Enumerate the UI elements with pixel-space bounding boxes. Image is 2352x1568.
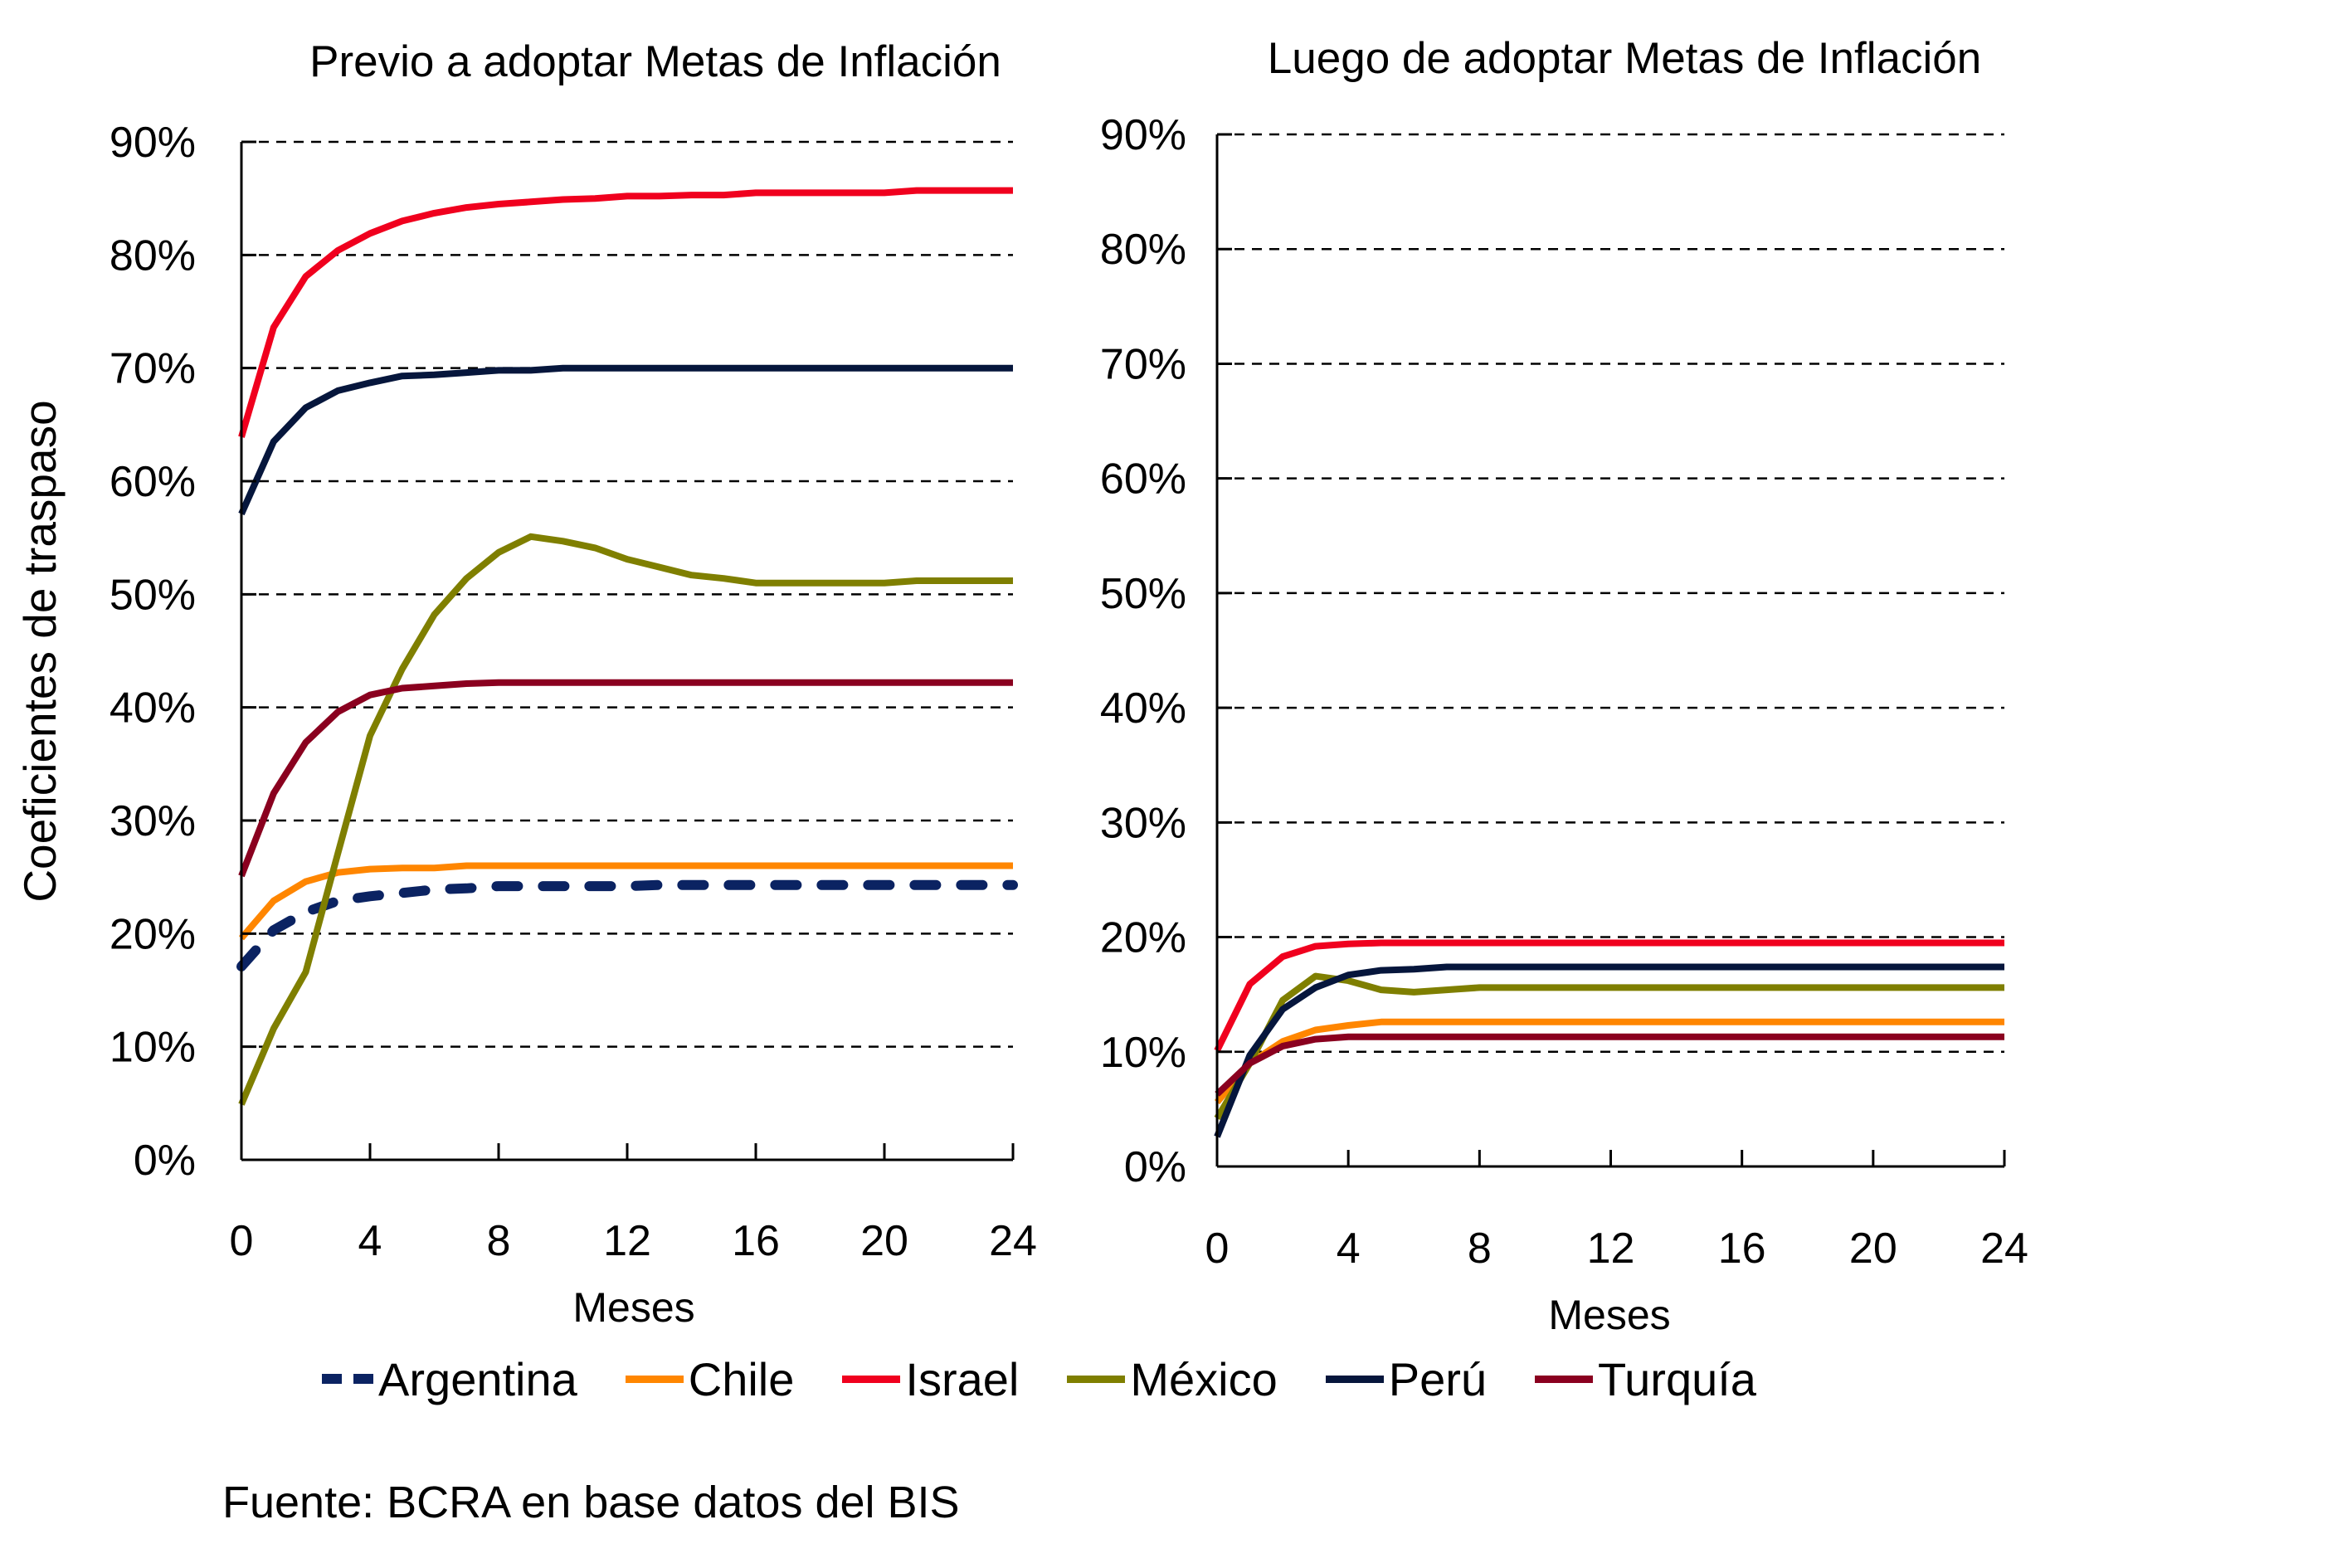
legend-item-argentina: Argentina (322, 1352, 577, 1406)
y-tick-labels: 0% 10% 20% 30% 40% 50% 60% 70% 80% 90% (110, 119, 196, 1185)
legend-item-peru: Perú (1325, 1352, 1488, 1406)
legend-label: Turquía (1598, 1352, 1756, 1405)
series-line-chile (1214, 1018, 2004, 1105)
series-line-turquia (238, 679, 1013, 878)
series-line-israel (1214, 939, 2004, 1053)
x-axis-label: Meses (1548, 1292, 1670, 1338)
axes (240, 140, 1015, 1161)
y-tick-label: 80% (1100, 226, 1186, 274)
y-tick-label: 20% (110, 910, 196, 958)
x-tick-label: 8 (487, 1217, 511, 1265)
legend-item-chile: Chile (625, 1352, 795, 1406)
legend-item-mexico: México (1067, 1352, 1278, 1406)
panel-after-inflation-targeting: Luego de adoptar Metas de Inflación 0% 10… (1100, 34, 2028, 1338)
legend-item-israel: Israel (842, 1352, 1019, 1406)
y-tick-label: 30% (1100, 799, 1186, 847)
legend-swatch-mexico (1067, 1375, 1126, 1383)
legend-label: México (1130, 1352, 1278, 1405)
y-tick-label: 70% (110, 345, 196, 393)
legend-label: Israel (905, 1352, 1020, 1405)
y-tick-label: 20% (1100, 914, 1186, 962)
y-tick-label: 10% (110, 1024, 196, 1072)
y-axis-label: Coeficientes de traspaso (14, 400, 66, 902)
x-tick-label: 0 (1205, 1225, 1230, 1273)
x-tick-label: 8 (1468, 1225, 1492, 1273)
legend-item-turquia: Turquía (1535, 1352, 1756, 1406)
gridlines (1217, 133, 2004, 1054)
panel-title: Previo a adoptar Metas de Inflación (309, 37, 1001, 86)
legend-swatch-turquia (1535, 1375, 1594, 1383)
y-tick-labels: 0% 10% 20% 30% 40% 50% 60% 70% 80% 90% (1100, 111, 1186, 1191)
x-tick-label: 4 (1337, 1225, 1361, 1273)
series-line-argentina (236, 879, 1018, 971)
y-tick-label: 0% (134, 1137, 196, 1185)
series-lines (1214, 939, 2004, 1138)
legend-swatch-israel (842, 1375, 901, 1383)
x-tick-label: 4 (358, 1217, 382, 1265)
panel-before-inflation-targeting: Previo a adoptar Metas de Inflación 0% 10… (14, 37, 1037, 1331)
y-tick-label: 90% (110, 119, 196, 167)
y-tick-label: 80% (110, 231, 196, 280)
y-tick-label: 60% (1100, 455, 1186, 504)
x-tick-label: 16 (732, 1217, 780, 1265)
x-tick-label: 16 (1718, 1225, 1766, 1273)
y-tick-label: 40% (1100, 684, 1186, 733)
y-tick-label: 70% (1100, 340, 1186, 388)
series-line-chile (238, 862, 1013, 941)
series-lines (236, 187, 1018, 1106)
x-tick-label: 0 (230, 1217, 254, 1265)
x-tick-labels: 0 4 8 12 16 20 24 (230, 1217, 1037, 1265)
legend-label: Chile (688, 1352, 795, 1405)
legend: Argentina Chile Israel México Perú Turqu… (0, 1346, 2215, 1412)
y-tick-label: 40% (110, 684, 196, 733)
series-line-peru (238, 364, 1013, 516)
series-line-mexico (238, 533, 1013, 1106)
legend-label: Perú (1388, 1352, 1488, 1405)
x-tick-label: 12 (1587, 1225, 1635, 1273)
legend-swatch-argentina (322, 1374, 374, 1384)
series-line-peru (1214, 963, 2004, 1138)
x-tick-label: 20 (860, 1217, 908, 1265)
legend-swatch-peru (1325, 1375, 1384, 1383)
y-tick-label: 10% (1100, 1029, 1186, 1077)
y-tick-label: 30% (110, 797, 196, 845)
legend-swatch-chile (625, 1375, 684, 1383)
y-tick-label: 50% (110, 571, 196, 619)
series-line-turquia (1215, 1033, 2004, 1097)
x-tick-label: 24 (989, 1217, 1037, 1265)
panel-title: Luego de adoptar Metas de Inflación (1268, 34, 1981, 83)
x-axis-label: Meses (572, 1284, 694, 1331)
y-tick-label: 50% (1100, 570, 1186, 618)
x-tick-label: 24 (1980, 1225, 2028, 1273)
gridlines (241, 140, 1013, 1048)
x-tick-label: 20 (1849, 1225, 1897, 1273)
y-tick-label: 60% (110, 458, 196, 506)
axes (1215, 133, 2006, 1168)
y-tick-label: 90% (1100, 111, 1186, 159)
source-note: Fuente: BCRA en base datos del BIS (222, 1478, 960, 1527)
legend-label: Argentina (378, 1352, 577, 1405)
series-line-mexico (1214, 972, 2004, 1120)
y-tick-label: 0% (1124, 1143, 1186, 1191)
series-line-israel (238, 187, 1013, 438)
x-tick-labels: 0 4 8 12 16 20 24 (1205, 1225, 2028, 1273)
x-tick-label: 12 (603, 1217, 651, 1265)
